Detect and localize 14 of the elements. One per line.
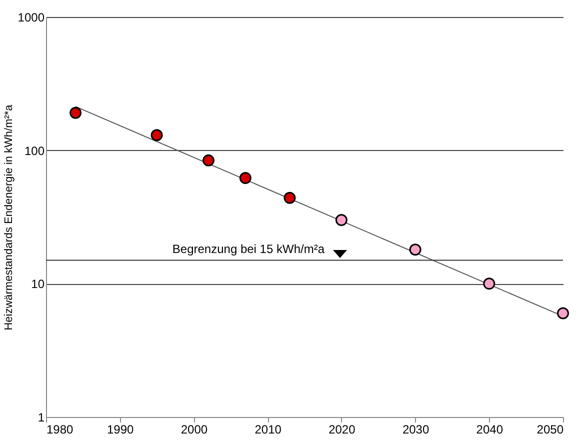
x-tick-label: 1990	[107, 422, 134, 436]
y-tick-label: 10	[31, 277, 45, 292]
x-tick-label: 2010	[254, 422, 282, 436]
y-tick-label: 1	[38, 410, 45, 424]
y-tick-label: 100	[24, 144, 45, 158]
x-tick-label: 2040	[476, 422, 504, 436]
x-tick-label: 2020	[328, 422, 356, 436]
x-tick-label: 1980	[46, 422, 74, 436]
x-tick-label: 2050	[536, 422, 564, 436]
y-axis-title: Heizwärmestandards Endenergie in kWh/m²*a	[2, 104, 15, 330]
ref-line-label: Begrenzung bei 15 kWh/m²a	[172, 242, 325, 256]
y-tick-label: 1000	[18, 10, 45, 24]
x-tick-label: 2000	[180, 422, 208, 436]
x-tick-label: 2030	[402, 422, 430, 436]
